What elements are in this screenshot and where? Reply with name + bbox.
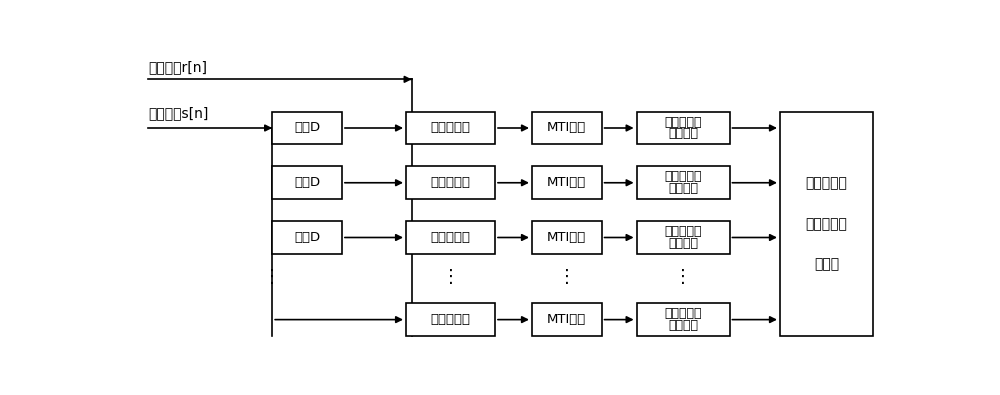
Text: 互相关运算: 互相关运算	[430, 122, 471, 135]
Bar	[272, 166, 342, 199]
Text: 门限检测与: 门限检测与	[664, 307, 702, 320]
Text: MTI处理: MTI处理	[547, 231, 586, 244]
Bar	[637, 111, 730, 145]
Text: 门限检测与: 门限检测与	[664, 225, 702, 238]
Bar	[406, 166, 495, 199]
Bar	[532, 166, 602, 199]
Text: 息输出: 息输出	[814, 257, 839, 271]
Bar	[637, 303, 730, 336]
Text: 延时D: 延时D	[294, 122, 320, 135]
Text: 发射信号s[n]: 发射信号s[n]	[148, 106, 209, 120]
Text: MTI处理: MTI处理	[547, 176, 586, 189]
Text: ⋮: ⋮	[442, 268, 460, 286]
Text: 延时D: 延时D	[294, 176, 320, 189]
Text: MTI处理: MTI处理	[547, 313, 586, 326]
Text: 延时估计: 延时估计	[668, 319, 698, 332]
Bar	[272, 111, 342, 145]
Text: 互相关运算: 互相关运算	[430, 231, 471, 244]
Bar	[272, 221, 342, 254]
Bar	[637, 166, 730, 199]
Bar	[406, 111, 495, 145]
Bar	[532, 221, 602, 254]
Bar	[780, 111, 873, 336]
Bar	[637, 221, 730, 254]
Text: MTI处理: MTI处理	[547, 122, 586, 135]
Text: 门限检测与: 门限检测与	[664, 116, 702, 129]
Bar	[532, 111, 602, 145]
Bar	[406, 221, 495, 254]
Text: 目标位置信: 目标位置信	[805, 217, 847, 231]
Text: 入侵检测及: 入侵检测及	[805, 177, 847, 190]
Text: ⋮: ⋮	[263, 268, 281, 286]
Text: 接收信号r[n]: 接收信号r[n]	[148, 60, 207, 74]
Text: 延时估计: 延时估计	[668, 182, 698, 195]
Text: ⋮: ⋮	[558, 268, 576, 286]
Text: 互相关运算: 互相关运算	[430, 176, 471, 189]
Text: 延时估计: 延时估计	[668, 237, 698, 250]
Bar	[532, 303, 602, 336]
Text: ⋮: ⋮	[674, 268, 692, 286]
Text: 门限检测与: 门限检测与	[664, 170, 702, 183]
Text: 互相关运算: 互相关运算	[430, 313, 471, 326]
Text: 延时D: 延时D	[294, 231, 320, 244]
Bar	[406, 303, 495, 336]
Text: 延时估计: 延时估计	[668, 128, 698, 140]
